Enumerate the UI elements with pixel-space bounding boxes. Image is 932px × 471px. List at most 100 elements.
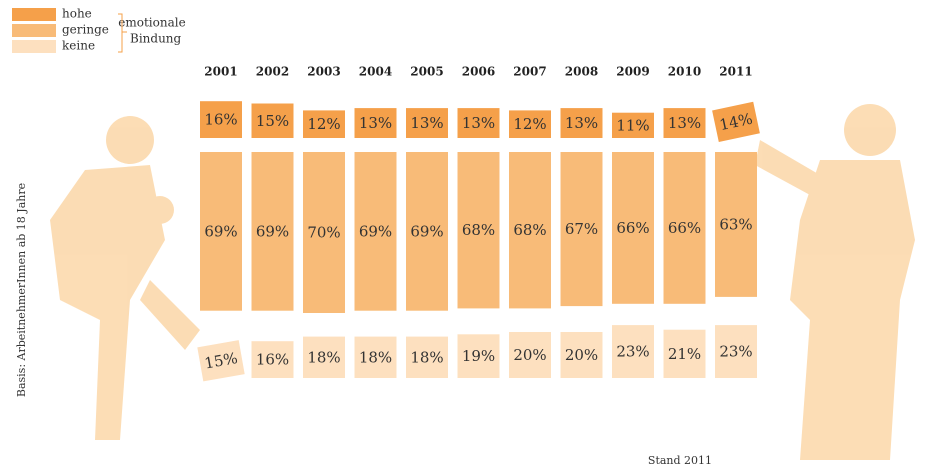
- value-label: 12%: [307, 115, 340, 133]
- bar: [663, 108, 706, 138]
- value-label: 21%: [668, 345, 701, 363]
- value-label: 70%: [307, 224, 340, 242]
- tile: 69%: [354, 152, 397, 311]
- value-label: 68%: [462, 221, 495, 239]
- value-label: 16%: [256, 351, 289, 369]
- value-label: 19%: [462, 347, 495, 365]
- decor-figures: [50, 104, 915, 460]
- bar: [457, 334, 500, 378]
- bar: [200, 101, 242, 138]
- x-tick-label: 2004: [359, 65, 392, 79]
- tile: 70%: [303, 152, 345, 313]
- value-label: 23%: [719, 343, 752, 361]
- bar: [457, 152, 500, 309]
- tile: 13%: [406, 108, 448, 138]
- value-label: 13%: [462, 114, 495, 132]
- value-label: 20%: [565, 346, 598, 364]
- legend-label: keine: [62, 39, 95, 53]
- bar: [509, 152, 551, 309]
- value-label: 66%: [616, 219, 649, 237]
- bar: [715, 325, 757, 378]
- bar: [354, 336, 397, 378]
- bar: [354, 108, 397, 138]
- value-label: 11%: [616, 116, 649, 134]
- value-label: 63%: [719, 215, 752, 233]
- value-label: 69%: [204, 222, 237, 240]
- bar: [560, 152, 603, 307]
- value-label: 23%: [616, 343, 649, 361]
- bar: [663, 152, 706, 304]
- tile: 69%: [251, 152, 294, 311]
- tile: 13%: [354, 108, 397, 138]
- tile: 18%: [303, 336, 345, 378]
- bar: [612, 112, 654, 138]
- tile: 16%: [200, 101, 242, 138]
- bar: [200, 152, 242, 311]
- tile: 69%: [406, 152, 448, 311]
- value-label: 67%: [565, 220, 598, 238]
- value-label: 69%: [359, 222, 392, 240]
- footnote: Stand 2011: [648, 454, 712, 467]
- x-tick-label: 2003: [307, 65, 340, 79]
- bar: [560, 108, 603, 138]
- bar: [612, 325, 654, 378]
- tile: 12%: [303, 110, 345, 138]
- tile: 13%: [560, 108, 603, 138]
- value-label: 66%: [668, 219, 701, 237]
- value-label: 15%: [203, 349, 239, 373]
- x-tick-label: 2002: [256, 65, 289, 79]
- tile: 19%: [457, 334, 500, 378]
- value-label: 69%: [410, 222, 443, 240]
- x-tick-label: 2011: [719, 65, 752, 79]
- tile: 11%: [612, 112, 654, 138]
- tile: 18%: [406, 336, 448, 378]
- bar: [560, 332, 603, 378]
- tile: 20%: [560, 332, 603, 378]
- tile: 66%: [663, 152, 706, 304]
- tile: 18%: [354, 336, 397, 378]
- bar: [303, 110, 345, 138]
- value-label: 18%: [359, 348, 392, 366]
- legend-label: geringe: [62, 23, 109, 37]
- value-label: 18%: [307, 348, 340, 366]
- bar: [712, 101, 760, 143]
- y-label: Basis: ArbeitnehmerInnen ab 18 Jahre: [15, 183, 28, 397]
- tile: 20%: [509, 332, 551, 378]
- bar: [406, 336, 448, 378]
- tile: 67%: [560, 152, 603, 307]
- tile: 68%: [509, 152, 551, 309]
- value-label: 20%: [513, 346, 546, 364]
- tile: 16%: [251, 341, 294, 378]
- tile: 12%: [509, 110, 551, 138]
- x-tick-label: 2006: [462, 65, 495, 79]
- x-tick-label: 2009: [616, 65, 649, 79]
- legend-swatch: [12, 40, 56, 53]
- x-tick-label: 2001: [204, 65, 237, 79]
- tile: 23%: [612, 325, 654, 378]
- tile: 13%: [663, 108, 706, 138]
- tile: 23%: [715, 325, 757, 378]
- legend-bracket: [118, 13, 127, 53]
- value-label: 16%: [204, 111, 237, 129]
- bar: [251, 103, 294, 138]
- tile: 21%: [663, 329, 706, 378]
- value-label: 13%: [668, 114, 701, 132]
- legend-swatch: [12, 24, 56, 37]
- tile: 66%: [612, 152, 654, 304]
- tile: 13%: [457, 108, 500, 138]
- bar: [354, 152, 397, 311]
- tile: 15%: [197, 340, 245, 382]
- bar: [457, 108, 500, 138]
- bar: [612, 152, 654, 304]
- x-tick-label: 2010: [668, 65, 701, 79]
- tile: 14%: [712, 101, 760, 143]
- legend-title: Bindung: [130, 32, 182, 46]
- x-tick-label: 2005: [410, 65, 443, 79]
- value-label: 15%: [256, 112, 289, 130]
- bar: [303, 152, 345, 313]
- tile: 63%: [715, 152, 757, 297]
- x-tick-label: 2007: [513, 65, 546, 79]
- value-label: 68%: [513, 221, 546, 239]
- value-label: 12%: [513, 115, 546, 133]
- bar: [663, 329, 706, 378]
